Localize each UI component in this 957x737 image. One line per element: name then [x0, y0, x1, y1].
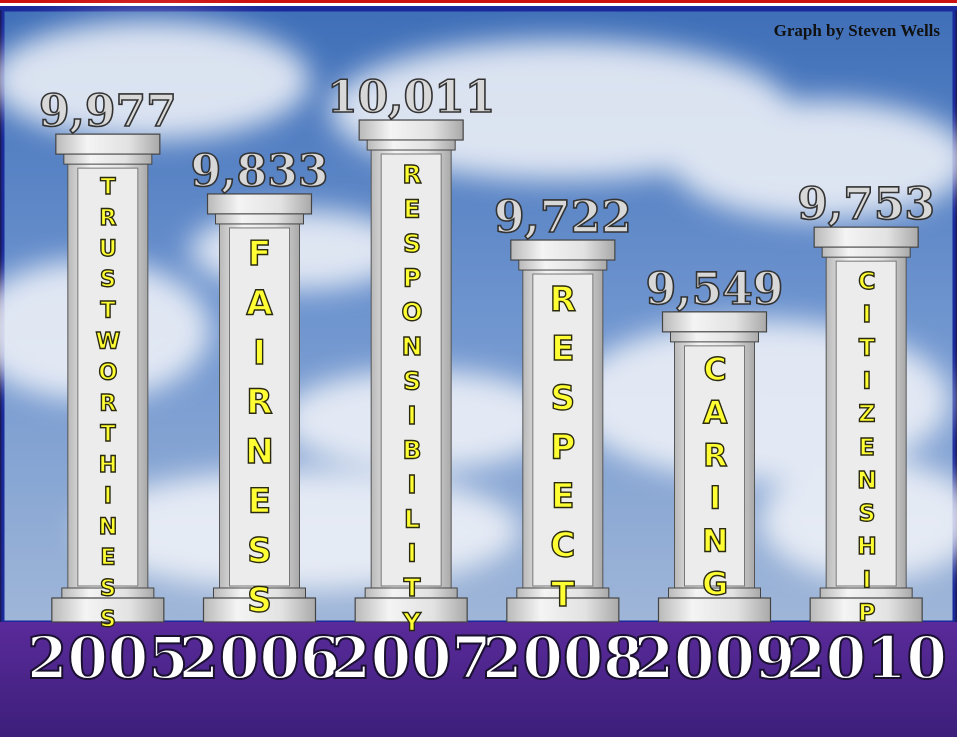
- value-label: 9,549: [646, 264, 784, 315]
- x-tick-label: 2006: [179, 624, 340, 692]
- pillar-label: RESPONSIBILITY: [399, 160, 424, 642]
- pillar-label: CARING: [699, 352, 730, 609]
- value-label: 9,753: [797, 179, 935, 230]
- x-tick-label: 2010: [785, 624, 946, 692]
- chart: Graph by Steven Wells 9,97720059,8332006…: [0, 0, 957, 737]
- stripe: [0, 0, 957, 3]
- credit: Graph by Steven Wells: [774, 21, 941, 40]
- pillar-capital-lower: [367, 140, 455, 150]
- value-label: 9,833: [191, 146, 329, 197]
- pillar-label: FAIRNESS: [243, 234, 277, 630]
- value-label: 10,011: [327, 72, 495, 123]
- pillar-capital-lower: [216, 214, 304, 224]
- pillar-label: RESPECT: [546, 280, 580, 624]
- page: Graph by Steven Wells 9,97720059,8332006…: [0, 0, 957, 737]
- value-label: 9,722: [494, 192, 632, 243]
- pillar-capital-lower: [822, 247, 910, 257]
- value-label: 9,977: [39, 86, 177, 137]
- pillar-capital-lower: [519, 260, 607, 270]
- stripe: [0, 3, 957, 6]
- pillar-capital-lower: [671, 332, 759, 342]
- pillar-label: CITIZENSHIP: [854, 267, 877, 632]
- x-tick-label: 2009: [634, 624, 795, 692]
- pillar-capital-lower: [64, 154, 152, 164]
- x-tick-label: 2008: [482, 624, 643, 692]
- pillar-label: TRUSTWORTHINESS: [97, 174, 119, 637]
